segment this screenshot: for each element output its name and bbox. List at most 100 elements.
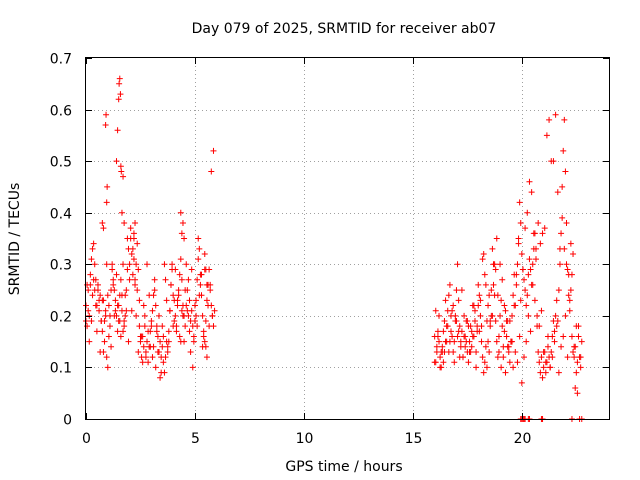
data-point <box>489 245 496 252</box>
data-point <box>487 323 494 330</box>
data-point <box>468 343 475 350</box>
data-point <box>165 328 172 335</box>
data-point <box>555 369 562 376</box>
data-point <box>177 209 184 216</box>
data-point <box>451 359 458 366</box>
data-point <box>492 266 499 273</box>
data-point <box>500 354 507 361</box>
data-point <box>535 348 542 355</box>
data-point <box>209 312 216 319</box>
data-point <box>516 333 523 340</box>
data-point <box>154 348 161 355</box>
data-point <box>481 359 488 366</box>
data-point <box>172 312 179 319</box>
data-point <box>176 333 183 340</box>
data-point <box>162 276 169 283</box>
data-point <box>555 287 562 294</box>
data-point <box>477 297 484 304</box>
data-point <box>573 323 580 330</box>
data-point <box>436 338 443 345</box>
data-point <box>93 328 100 335</box>
data-point <box>151 287 158 294</box>
data-point <box>453 287 460 294</box>
data-point <box>509 312 516 319</box>
data-point <box>196 245 203 252</box>
data-point <box>175 292 182 299</box>
data-point <box>152 302 159 309</box>
data-point <box>117 163 124 170</box>
data-point <box>164 343 171 350</box>
data-point <box>187 348 194 355</box>
data-point <box>128 307 135 314</box>
data-point <box>560 147 567 154</box>
data-point <box>140 343 147 350</box>
data-point <box>543 132 550 139</box>
data-point <box>525 312 532 319</box>
data-point <box>90 240 97 247</box>
data-point <box>110 281 117 288</box>
data-point <box>510 364 517 371</box>
data-point <box>113 158 120 165</box>
data-point <box>130 256 137 263</box>
data-point <box>148 323 155 330</box>
data-point <box>565 271 572 278</box>
data-point <box>184 307 191 314</box>
data-point <box>115 302 122 309</box>
data-point <box>462 333 469 340</box>
data-point <box>99 220 106 227</box>
data-point <box>144 261 151 268</box>
data-point <box>101 338 108 345</box>
data-point <box>170 292 177 299</box>
data-point <box>111 287 118 294</box>
data-point <box>497 261 504 268</box>
data-point <box>501 328 508 335</box>
data-point <box>479 256 486 263</box>
data-point <box>547 364 554 371</box>
data-point <box>195 235 202 242</box>
data-point <box>529 261 536 268</box>
data-point <box>205 302 212 309</box>
data-point <box>538 307 545 314</box>
data-point <box>139 359 146 366</box>
data-point <box>541 225 548 232</box>
y-tick-label: 0 <box>63 413 72 429</box>
data-point <box>495 333 502 340</box>
data-point <box>537 369 544 376</box>
data-point <box>433 343 440 350</box>
data-point <box>552 111 559 118</box>
data-point <box>117 91 124 98</box>
data-point <box>156 312 163 319</box>
data-point <box>493 235 500 242</box>
data-point <box>563 261 570 268</box>
data-point <box>503 333 510 340</box>
data-point <box>518 250 525 257</box>
grid <box>86 58 609 419</box>
data-point <box>159 343 166 350</box>
data-point <box>566 297 573 304</box>
data-point <box>526 256 533 263</box>
data-point <box>540 348 547 355</box>
data-point <box>578 338 585 345</box>
data-point <box>104 364 111 371</box>
data-point <box>523 338 530 345</box>
plot-frame <box>85 57 610 420</box>
data-point <box>91 261 98 268</box>
data-point <box>186 328 193 335</box>
data-point <box>124 235 131 242</box>
data-point <box>128 250 135 257</box>
y-tick-label: 0.6 <box>50 104 72 120</box>
data-point <box>502 307 509 314</box>
data-point <box>109 266 116 273</box>
data-point <box>478 323 485 330</box>
data-point <box>162 354 169 361</box>
data-point <box>532 256 539 263</box>
data-point <box>464 318 471 325</box>
data-point <box>189 364 196 371</box>
data-point <box>539 230 546 237</box>
data-point <box>171 297 178 304</box>
x-tick-labels: 0 5 10 15 20 <box>82 431 531 447</box>
data-point <box>455 328 462 335</box>
data-point <box>436 312 443 319</box>
data-point <box>536 359 543 366</box>
data-point <box>194 276 201 283</box>
